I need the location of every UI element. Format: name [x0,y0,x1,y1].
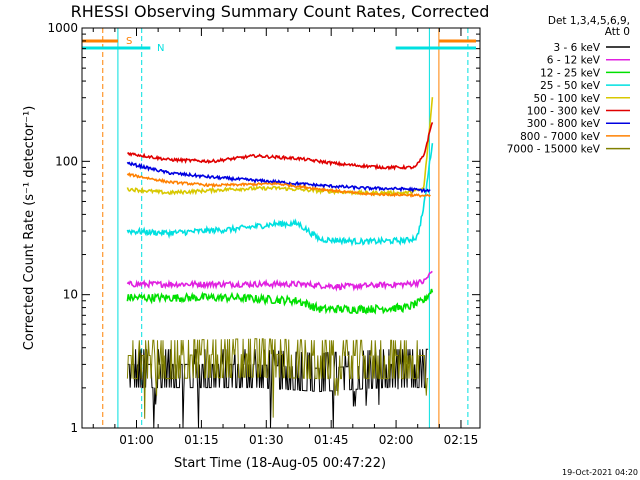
footer-date: 19-Oct-2021 04:20 [562,468,638,477]
series-line-7000-15000keV [126,338,429,419]
flag-label-n: N [157,43,164,54]
x-axis-label: Start Time (18-Aug-05 00:47:22) [174,456,386,471]
plot-frame [81,27,481,429]
y-tick-label: 1000 [47,21,78,35]
x-tick-label: 01:30 [249,433,284,447]
legend-title: Att 0 [605,26,630,38]
x-tick-label: 01:15 [184,433,219,447]
flag-label-s: S [126,36,132,47]
legend-label: 100 - 300 keV [527,106,601,118]
series-line-3-6keV [127,348,429,429]
legend-label: 12 - 25 keV [540,67,601,79]
series-line-100-300keV [127,122,434,171]
legend-label: 50 - 100 keV [533,93,600,105]
legend-label: 3 - 6 keV [553,42,600,54]
series-line-300-800keV [126,161,431,194]
legend-label: 7000 - 15000 keV [507,144,601,156]
x-tick-label: 01:00 [119,433,154,447]
series-line-12-25keV [126,288,434,315]
y-tick-label: 100 [55,154,78,168]
y-tick-label: 1 [70,421,78,435]
legend-label: 6 - 12 keV [547,55,601,67]
legend-label: 800 - 7000 keV [520,131,601,143]
axes: 1 10 100 1000 01:00 01:15 01:30 01:45 02:00 02:15 [47,21,481,447]
y-axis-label: Corrected Count Rate (s⁻¹ detector⁻¹) [22,106,37,351]
series-line-6-12keV [126,270,433,292]
chart-title: RHESSI Observing Summary Count Rates, Co… [71,2,490,21]
series-line-25-50keV [126,143,434,247]
x-tick-label: 02:00 [379,433,414,447]
legend-label: 300 - 800 keV [527,118,601,130]
series-line-50-100keV [126,97,434,197]
legend-title: Det 1,3,4,5,6,9, [548,15,630,27]
legend-label: 25 - 50 keV [540,80,601,92]
x-tick-label: 02:15 [444,433,479,447]
series-line-800-7000keV [126,172,431,198]
plot-area: SN [82,28,476,429]
y-tick-label: 10 [63,288,78,302]
x-tick-label: 01:45 [314,433,349,447]
